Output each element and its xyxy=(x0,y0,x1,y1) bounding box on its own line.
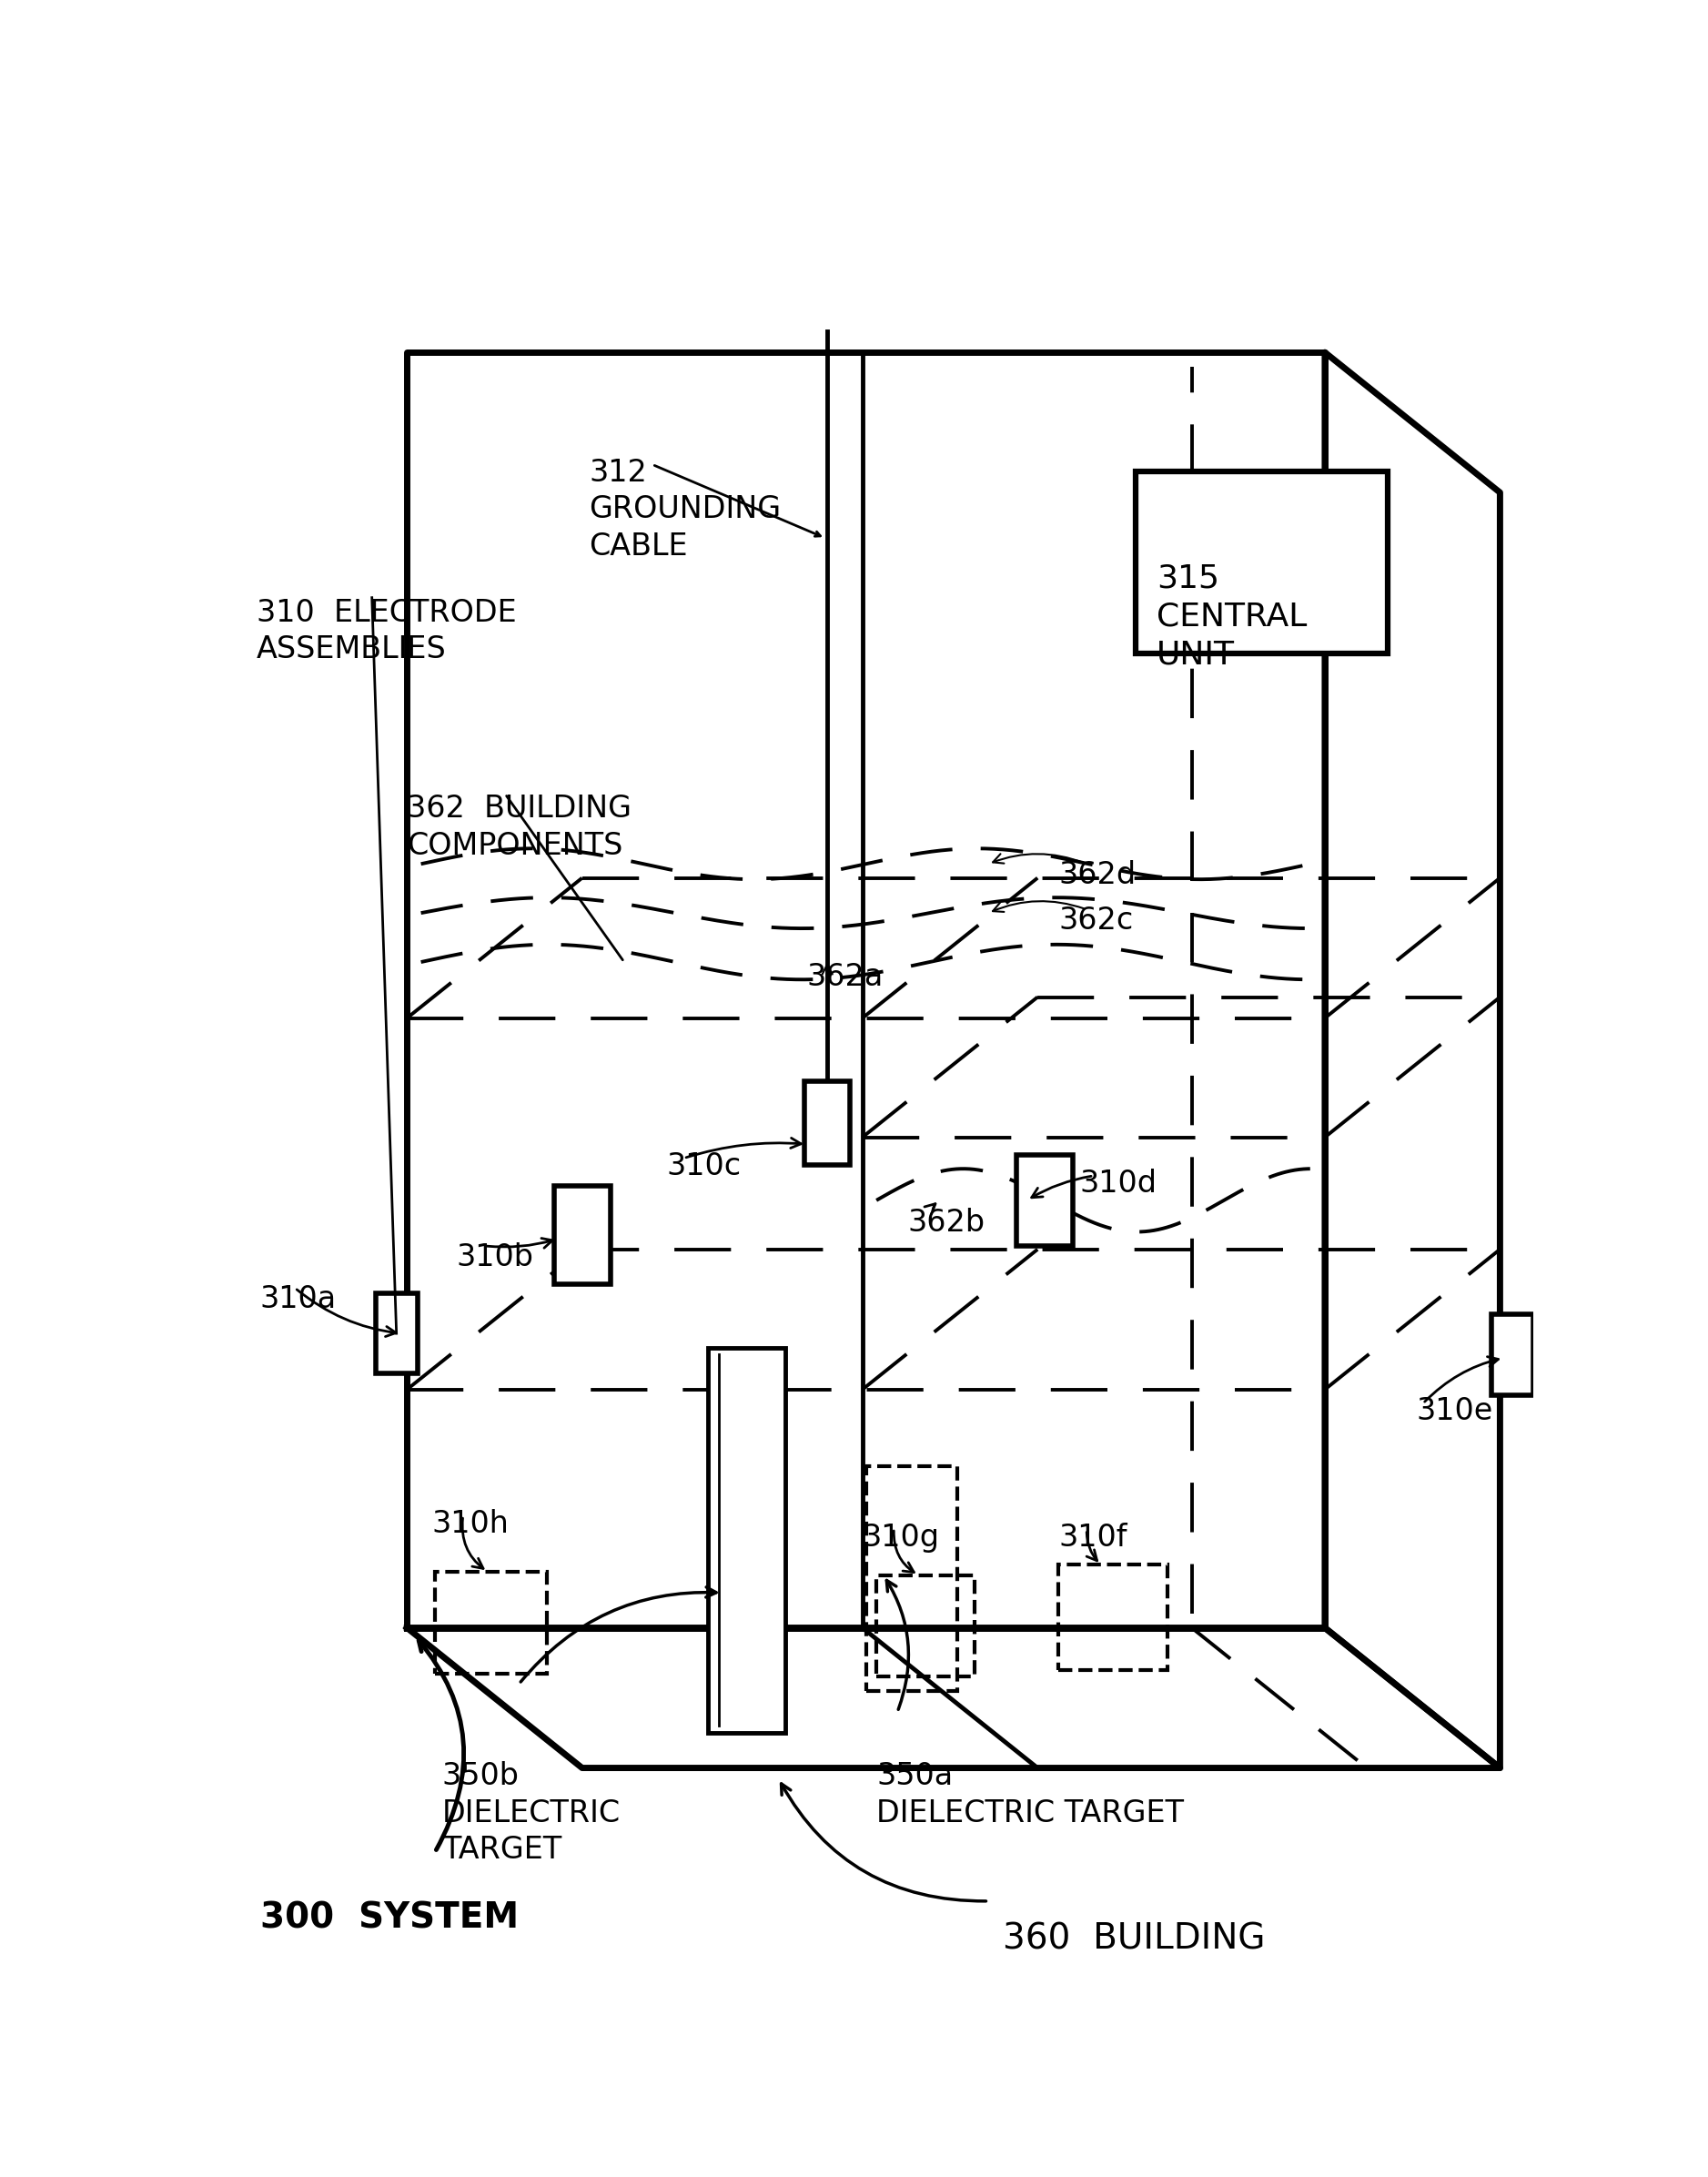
Bar xyxy=(376,1293,417,1374)
Text: 310f: 310f xyxy=(1059,1522,1127,1552)
Bar xyxy=(804,1082,851,1165)
Text: 310a: 310a xyxy=(260,1284,336,1315)
Text: 362a: 362a xyxy=(806,962,883,993)
Text: 362d: 362d xyxy=(1059,860,1136,890)
Text: 310c: 310c xyxy=(666,1152,741,1182)
Bar xyxy=(709,1348,786,1733)
Text: 310  ELECTRODE
ASSEMBLIES: 310 ELECTRODE ASSEMBLIES xyxy=(256,599,516,664)
Text: 362  BUILDING
COMPONENTS: 362 BUILDING COMPONENTS xyxy=(407,795,632,862)
Bar xyxy=(876,1576,975,1676)
Text: 360  BUILDING: 360 BUILDING xyxy=(1003,1922,1266,1957)
Bar xyxy=(1059,1565,1167,1670)
Text: 300  SYSTEM: 300 SYSTEM xyxy=(260,1901,518,1935)
Bar xyxy=(553,1186,610,1284)
Text: 315
CENTRAL
UNIT: 315 CENTRAL UNIT xyxy=(1156,562,1307,671)
Text: 310e: 310e xyxy=(1416,1395,1493,1426)
Text: 362c: 362c xyxy=(1059,906,1134,936)
Bar xyxy=(436,1572,547,1674)
Text: 310b: 310b xyxy=(456,1243,533,1271)
Text: 310h: 310h xyxy=(432,1509,509,1539)
Bar xyxy=(1136,472,1389,653)
Bar xyxy=(1491,1315,1534,1395)
Text: 310d: 310d xyxy=(1079,1169,1156,1200)
Text: 312
GROUNDING
CABLE: 312 GROUNDING CABLE xyxy=(589,457,781,562)
Text: 310g: 310g xyxy=(863,1522,939,1552)
Text: 362b: 362b xyxy=(909,1208,986,1237)
Bar xyxy=(1016,1154,1073,1245)
Text: 350a
DIELECTRIC TARGET: 350a DIELECTRIC TARGET xyxy=(876,1761,1184,1829)
Text: 350b
DIELECTRIC
TARGET: 350b DIELECTRIC TARGET xyxy=(442,1761,620,1866)
Bar xyxy=(866,1467,956,1692)
